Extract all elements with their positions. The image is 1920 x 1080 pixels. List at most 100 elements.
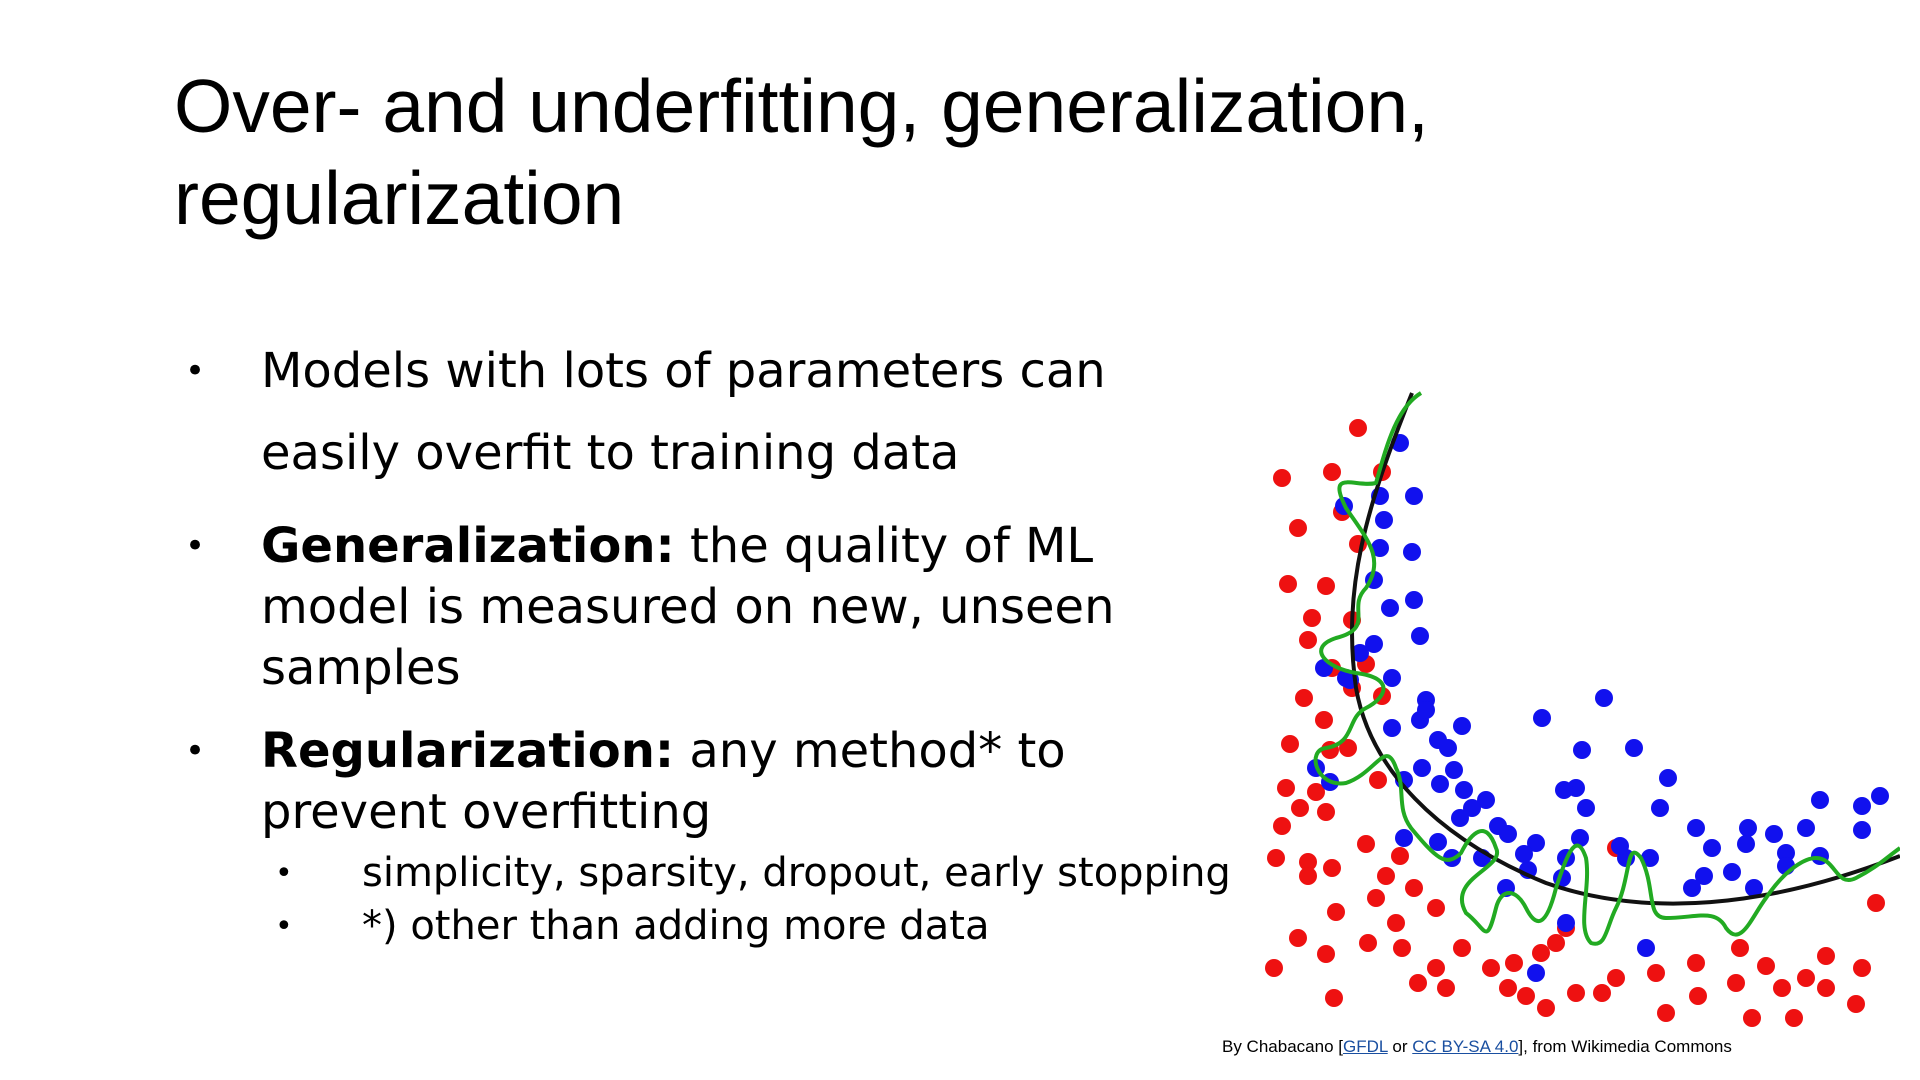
data-point — [1737, 835, 1755, 853]
data-point — [1405, 487, 1423, 505]
overfit-decision-boundary — [1313, 391, 1900, 946]
data-point — [1299, 631, 1317, 649]
data-point — [1739, 819, 1757, 837]
bullet-text: the quality of ML model is measured on n… — [261, 518, 1115, 696]
data-point — [1351, 644, 1369, 662]
data-point — [1567, 984, 1585, 1002]
data-point — [1405, 591, 1423, 609]
data-point — [1777, 844, 1795, 862]
data-point — [1359, 934, 1377, 952]
data-point — [1395, 829, 1413, 847]
data-point — [1349, 419, 1367, 437]
data-point — [1499, 979, 1517, 997]
data-point — [1547, 934, 1565, 952]
bullet-dot: • — [275, 909, 293, 944]
data-point — [1532, 944, 1550, 962]
data-point — [1289, 929, 1307, 947]
gfdl-link[interactable]: GFDL — [1342, 1037, 1388, 1056]
data-point — [1365, 635, 1383, 653]
data-point — [1659, 769, 1677, 787]
bullet-dot: • — [185, 731, 206, 771]
data-point — [1625, 739, 1643, 757]
data-point — [1317, 577, 1335, 595]
data-point — [1757, 957, 1775, 975]
data-point — [1371, 539, 1389, 557]
data-point — [1391, 847, 1409, 865]
data-point — [1695, 867, 1713, 885]
data-point — [1431, 775, 1449, 793]
data-point — [1281, 735, 1299, 753]
data-point — [1651, 799, 1669, 817]
data-point — [1267, 849, 1285, 867]
data-point — [1533, 709, 1551, 727]
sub-bullet-text: *) other than adding more data — [362, 903, 990, 949]
data-point — [1853, 959, 1871, 977]
blue-points-group — [1307, 434, 1889, 982]
data-point — [1607, 969, 1625, 987]
overfitting-illustration — [1265, 391, 1900, 1027]
data-point — [1327, 903, 1345, 921]
data-point — [1853, 797, 1871, 815]
data-point — [1611, 837, 1629, 855]
data-point — [1357, 835, 1375, 853]
data-point — [1517, 987, 1535, 1005]
bullet-term: Regularization: — [261, 723, 675, 779]
data-point — [1773, 979, 1791, 997]
bullet-dot: • — [185, 351, 206, 391]
data-point — [1409, 974, 1427, 992]
data-point — [1499, 825, 1517, 843]
data-point — [1871, 787, 1889, 805]
data-point — [1641, 849, 1659, 867]
data-point — [1367, 889, 1385, 907]
data-point — [1383, 719, 1401, 737]
data-point — [1303, 609, 1321, 627]
bullet-text: any method* to prevent overfitting — [261, 723, 1066, 840]
data-point — [1453, 939, 1471, 957]
data-point — [1593, 984, 1611, 1002]
data-point — [1811, 791, 1829, 809]
data-point — [1527, 834, 1545, 852]
data-point — [1377, 867, 1395, 885]
data-point — [1375, 511, 1393, 529]
data-point — [1557, 914, 1575, 932]
data-point — [1505, 954, 1523, 972]
data-point — [1323, 463, 1341, 481]
data-point — [1847, 995, 1865, 1013]
data-point — [1797, 969, 1815, 987]
data-point — [1295, 689, 1313, 707]
data-point — [1299, 853, 1317, 871]
data-point — [1703, 839, 1721, 857]
data-point — [1731, 939, 1749, 957]
sub-bullet-item: • *) other than adding more data — [275, 900, 1245, 953]
data-point — [1555, 781, 1573, 799]
data-point — [1537, 999, 1555, 1017]
data-point — [1277, 779, 1295, 797]
data-point — [1427, 899, 1445, 917]
data-point — [1323, 859, 1341, 877]
data-point — [1273, 817, 1291, 835]
data-point — [1339, 739, 1357, 757]
data-point — [1325, 989, 1343, 1007]
data-point — [1573, 741, 1591, 759]
image-credit: By Chabacano [GFDL or CC BY-SA 4.0], fro… — [1222, 1037, 1732, 1056]
cc-by-sa-link[interactable]: CC BY-SA 4.0 — [1412, 1037, 1519, 1056]
slide-title: Over- and underfitting, generalization, … — [174, 64, 1429, 240]
data-point — [1743, 1009, 1761, 1027]
data-point — [1411, 627, 1429, 645]
data-point — [1727, 974, 1745, 992]
data-point — [1723, 863, 1741, 881]
data-point — [1387, 914, 1405, 932]
data-point — [1445, 761, 1463, 779]
data-point — [1797, 819, 1815, 837]
data-point — [1687, 954, 1705, 972]
bullet-text: Models with lots of parameters can easil… — [261, 343, 1106, 481]
data-point — [1383, 669, 1401, 687]
data-point — [1785, 1009, 1803, 1027]
data-point — [1745, 879, 1763, 897]
data-point — [1417, 701, 1435, 719]
data-point — [1381, 599, 1399, 617]
data-point — [1307, 783, 1325, 801]
data-point — [1527, 964, 1545, 982]
red-points-group — [1265, 419, 1885, 1027]
data-point — [1439, 739, 1457, 757]
